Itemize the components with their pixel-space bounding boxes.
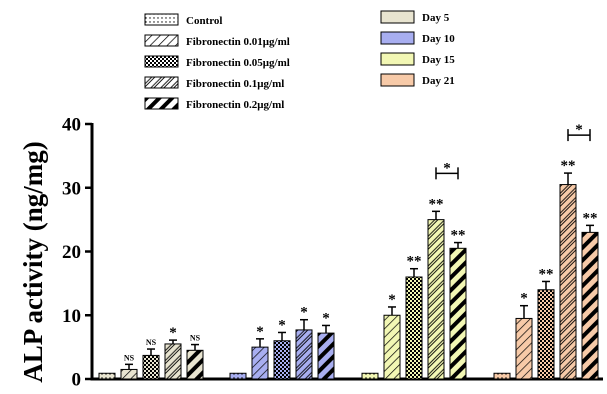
legend-label-fibronectin-0-2-g-ml: Fibronectin 0.2μg/ml	[186, 99, 284, 111]
significance-label: **	[407, 254, 422, 270]
error-bar	[454, 241, 462, 249]
significance-label: *	[256, 324, 264, 340]
significance-label: NS	[146, 338, 157, 347]
bar-day-10-fibronectin-0-01-g-ml	[251, 346, 269, 380]
bar-day-21-fibronectin-0-2-g-ml	[581, 231, 599, 380]
bar-day-10-fibronectin-0-05-g-ml	[273, 340, 291, 380]
error-bar	[147, 348, 155, 356]
legend-swatch-fibronectin-0-1-g-ml	[144, 76, 179, 89]
error-bar	[256, 338, 264, 348]
significance-label: NS	[190, 334, 201, 343]
error-bar	[564, 172, 572, 185]
significance-label: *	[278, 317, 286, 333]
error-bar	[322, 324, 330, 334]
y-tick-label: 20	[62, 242, 81, 263]
legend: Control Fibronectin 0.01μg/ml Fibronectin …	[144, 10, 455, 111]
error-bar	[432, 210, 440, 220]
bar-day-21-fibronectin-0-05-g-ml	[537, 289, 555, 380]
y-tick-label: 0	[72, 370, 82, 391]
y-tick-label: 10	[62, 306, 81, 327]
y-tick-label: 40	[62, 115, 81, 136]
bar-day-5-fibronectin-0-01-g-ml	[120, 368, 138, 380]
legend-label-control: Control	[186, 15, 222, 27]
bar-day-21-control	[493, 372, 511, 380]
legend-swatch-fibronectin-0-2-g-ml	[144, 97, 179, 110]
error-bar	[586, 224, 594, 233]
bar-day-15-fibronectin-0-05-g-ml	[405, 276, 423, 380]
legend-label-day-15: Day 15	[422, 54, 455, 66]
bar-day-15-control	[361, 372, 379, 380]
comparison-label: *	[575, 122, 583, 138]
significance-label: **	[583, 210, 598, 226]
legend-label-fibronectin-0-05-g-ml: Fibronectin 0.05μg/ml	[186, 57, 290, 69]
legend-label-day-10: Day 10	[422, 33, 455, 45]
legend-swatch-day-5	[380, 10, 415, 24]
comparison-bracket: *	[435, 160, 459, 180]
bar-day-21-fibronectin-0-01-g-ml	[515, 317, 533, 380]
legend-swatch-day-10	[380, 31, 415, 45]
comparison-label: *	[443, 160, 451, 176]
error-bar	[410, 267, 418, 277]
significance-label: **	[539, 266, 554, 282]
bar-day-5-fibronectin-0-1-g-ml	[164, 343, 182, 380]
comparison-bracket: *	[567, 122, 591, 142]
bar-day-5-control	[98, 372, 116, 380]
significance-label: **	[429, 196, 444, 212]
bar-day-21-fibronectin-0-1-g-ml	[559, 184, 577, 380]
legend-label-day-5: Day 5	[422, 12, 450, 24]
y-tick-label: 30	[62, 178, 81, 199]
bars	[98, 172, 599, 380]
bar-day-15-fibronectin-0-2-g-ml	[449, 247, 467, 380]
bar-day-5-fibronectin-0-2-g-ml	[186, 349, 204, 380]
error-bar	[191, 343, 199, 351]
legend-label-fibronectin-0-01-g-ml: Fibronectin 0.01μg/ml	[186, 36, 290, 48]
bar-day-10-fibronectin-0-1-g-ml	[295, 329, 313, 380]
legend-label-fibronectin-0-1-g-ml: Fibronectin 0.1μg/ml	[186, 78, 284, 90]
significance-label: *	[322, 310, 330, 326]
significance-label: NS	[124, 353, 135, 362]
legend-swatch-fibronectin-0-05-g-ml	[144, 55, 179, 68]
error-bar	[542, 280, 550, 290]
y-axis-label: ALP activity (ng/mg)	[18, 141, 48, 382]
error-bar	[169, 339, 177, 344]
bar-day-10-control	[229, 372, 247, 380]
legend-label-day-21: Day 21	[422, 75, 455, 87]
bar-day-15-fibronectin-0-1-g-ml	[427, 219, 445, 380]
significance-label: **	[561, 158, 576, 174]
error-bar	[388, 306, 396, 316]
bar-day-5-fibronectin-0-05-g-ml	[142, 354, 160, 380]
legend-swatch-fibronectin-0-01-g-ml	[144, 34, 179, 47]
error-bar	[520, 304, 528, 319]
significance-label: *	[388, 292, 396, 308]
bar-day-15-fibronectin-0-01-g-ml	[383, 314, 401, 380]
significance-label: *	[520, 291, 528, 307]
significance-label: **	[451, 228, 466, 244]
legend-swatch-control	[144, 13, 179, 26]
error-bar	[278, 331, 286, 341]
error-bar	[300, 318, 308, 330]
significance-label: *	[300, 305, 308, 321]
significance-label: *	[169, 325, 177, 341]
error-bar	[125, 363, 133, 370]
bar-day-10-fibronectin-0-2-g-ml	[317, 332, 335, 380]
legend-swatch-day-15	[380, 52, 415, 66]
legend-swatch-day-21	[380, 73, 415, 87]
